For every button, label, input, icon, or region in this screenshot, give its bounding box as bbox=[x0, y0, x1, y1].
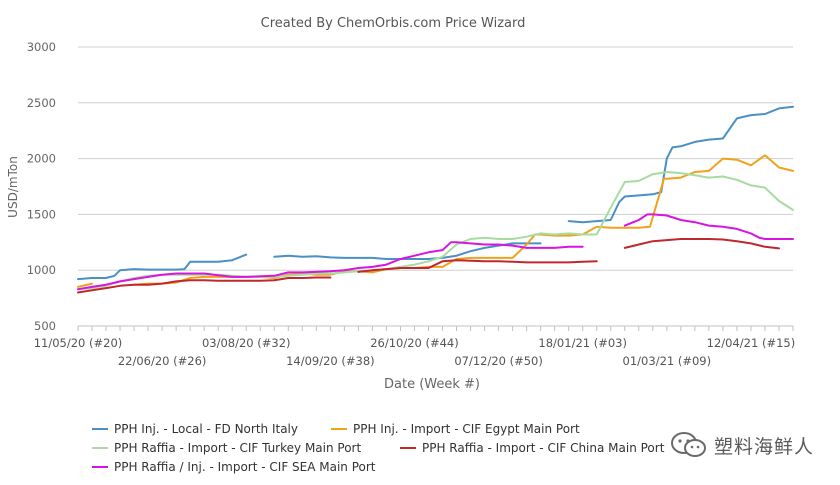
legend: PPH Inj. - Local - FD North Italy PPH Inj… bbox=[92, 422, 665, 474]
watermark-text: 塑料海鲜人 bbox=[713, 435, 814, 458]
x-tick-label: 22/06/20 (#26) bbox=[118, 354, 207, 368]
axes: 500 1000 1500 2000 2500 3000 11/05/20 (#20) 22/… bbox=[27, 40, 795, 368]
wechat-logo-icon bbox=[670, 432, 706, 457]
y-tick-label: 1000 bbox=[27, 263, 56, 277]
chart-title: Created By ChemOrbis.com Price Wizard bbox=[261, 16, 526, 31]
x-tick-label: 18/01/21 (#03) bbox=[538, 336, 627, 350]
x-tick-label: 14/09/20 (#38) bbox=[286, 354, 375, 368]
legend-label-pph-inj-local-fd-north-italy: PPH Inj. - Local - FD North Italy bbox=[114, 422, 298, 436]
series-line-pph-inj-local-fd-north-italy bbox=[567, 105, 794, 224]
x-tick-label: 03/08/20 (#32) bbox=[202, 336, 291, 350]
y-tick-label: 3000 bbox=[27, 40, 56, 54]
y-tick-label: 2500 bbox=[27, 96, 56, 110]
legend-label-pph-raffia-inj-import-cif-sea-main-port: PPH Raffia / Inj. - Import - CIF SEA Mai… bbox=[114, 460, 376, 474]
x-tick-label: 26/10/20 (#44) bbox=[370, 336, 459, 350]
series-line-pph-raffia-import-cif-china-main-port bbox=[77, 276, 332, 294]
x-tick-label: 07/12/20 (#50) bbox=[454, 354, 543, 368]
legend-label-pph-raffia-import-cif-china-main-port: PPH Raffia - Import - CIF China Main Por… bbox=[422, 441, 665, 455]
series-line-pph-raffia-import-cif-turkey-main-port bbox=[77, 171, 794, 291]
y-tick-label: 500 bbox=[34, 319, 56, 333]
series-line-pph-raffia-import-cif-china-main-port bbox=[623, 238, 780, 250]
series-line-pph-inj-import-cif-egypt-main-port bbox=[77, 282, 93, 288]
watermark: 塑料海鲜人 bbox=[670, 430, 814, 460]
x-tick-label: 12/04/21 (#15) bbox=[707, 336, 796, 350]
y-tick-label: 1500 bbox=[27, 207, 56, 221]
series-lines bbox=[77, 105, 794, 294]
series-line-pph-raffia-inj-import-cif-sea-main-port bbox=[623, 213, 794, 240]
x-tick-label: 11/05/20 (#20) bbox=[34, 336, 123, 350]
y-axis-label: USD/mTon bbox=[6, 156, 20, 218]
x-axis-label: Date (Week #) bbox=[384, 377, 480, 392]
series-line-pph-raffia-inj-import-cif-sea-main-port bbox=[77, 241, 584, 291]
grid-lines bbox=[78, 46, 793, 327]
series-line-pph-inj-local-fd-north-italy bbox=[273, 242, 542, 260]
legend-label-pph-raffia-import-cif-turkey-main-port: PPH Raffia - Import - CIF Turkey Main Po… bbox=[114, 441, 361, 455]
series-line-pph-raffia-import-cif-china-main-port bbox=[357, 259, 598, 273]
x-tick-label: 01/03/21 (#09) bbox=[623, 354, 712, 368]
legend-label-pph-inj-import-cif-egypt-main-port: PPH Inj. - Import - CIF Egypt Main Port bbox=[353, 422, 580, 436]
series-line-pph-inj-local-fd-north-italy bbox=[77, 253, 248, 281]
y-tick-label: 2000 bbox=[27, 152, 56, 166]
